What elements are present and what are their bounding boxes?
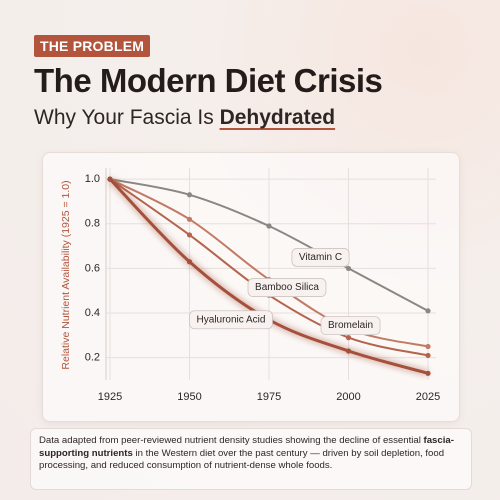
chart: Relative Nutrient Availability (1925 = 1… xyxy=(60,168,440,403)
point xyxy=(425,343,431,350)
x-tick-label: 2000 xyxy=(336,391,360,403)
y-tick-label: 0.8 xyxy=(85,218,100,230)
footnote: Data adapted from peer-reviewed nutrient… xyxy=(30,428,472,490)
x-tick-label: 1925 xyxy=(98,391,122,403)
point xyxy=(345,335,352,341)
series-name: Vitamin C xyxy=(299,252,342,263)
series-label: Bamboo Silica xyxy=(247,278,327,297)
footnote-text: in the Western diet over the past centur… xyxy=(39,447,445,472)
label-pill xyxy=(189,310,273,330)
point xyxy=(266,223,272,229)
x-tick-label: 2025 xyxy=(416,391,440,403)
point xyxy=(345,348,352,354)
point xyxy=(186,216,193,222)
point xyxy=(425,308,431,314)
point xyxy=(425,352,431,359)
y-tick-label: 0.2 xyxy=(85,352,100,364)
x-tick-label: 1950 xyxy=(177,391,201,403)
subtitle-text: Why Your Fascia Is xyxy=(34,106,220,129)
subtitle: Why Your Fascia Is Dehydrated xyxy=(34,106,335,130)
tag: THE PROBLEM xyxy=(34,35,151,57)
subtitle-emphasis: Dehydrated xyxy=(219,106,336,129)
series-name: Hyaluronic Acid xyxy=(197,314,266,325)
footnote-bold: fascia-supporting nutrients xyxy=(39,435,454,459)
series-label: Vitamin C xyxy=(291,248,350,267)
x-tick-label: 1975 xyxy=(257,391,281,403)
point xyxy=(345,265,352,272)
label-pill xyxy=(320,316,381,336)
point xyxy=(186,192,193,198)
series-label: Bromelain xyxy=(320,316,381,336)
series-label: Hyaluronic Acid xyxy=(189,310,273,330)
title: The Modern Diet Crisis xyxy=(34,62,383,99)
y-axis-label: Relative Nutrient Availability (1925 = 1… xyxy=(60,180,72,369)
footnote-text: Data adapted from peer-reviewed nutrient… xyxy=(39,435,424,446)
label-pill xyxy=(247,278,327,297)
y-tick-label: 1.0 xyxy=(85,173,100,185)
y-tick-label: 0.4 xyxy=(85,307,100,319)
y-tick-label: 0.6 xyxy=(85,262,100,274)
series-name: Bamboo Silica xyxy=(255,282,319,293)
point xyxy=(107,176,113,182)
point xyxy=(186,259,193,265)
point xyxy=(186,232,193,238)
label-pill xyxy=(291,248,350,267)
point xyxy=(425,370,431,376)
series-name: Bromelain xyxy=(328,320,373,331)
